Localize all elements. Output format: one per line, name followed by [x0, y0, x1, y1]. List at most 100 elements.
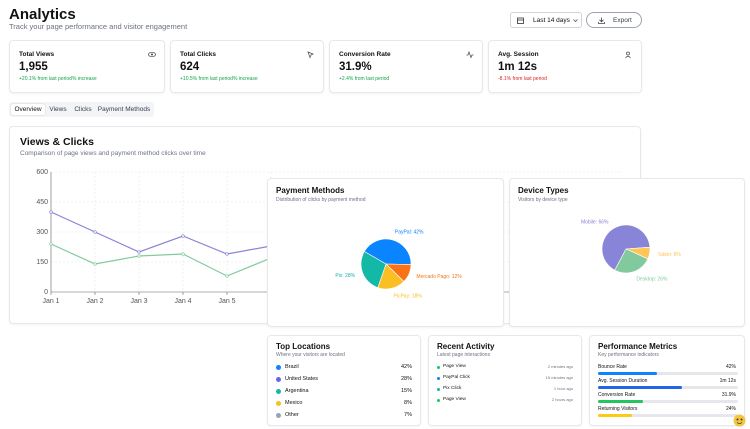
location-value: 8% — [404, 400, 412, 406]
x-tick-label: Jan 4 — [174, 298, 191, 305]
pie-label: Desktop: 26% — [636, 277, 668, 283]
metric-bar — [598, 414, 632, 417]
stat-icon — [466, 51, 474, 59]
page-title: Analytics — [9, 6, 76, 23]
pie-label: PicPay: 18% — [394, 293, 423, 299]
x-tick-label: Jan 3 — [130, 298, 147, 305]
activity-event: PayPal Click — [443, 375, 470, 380]
location-value: 7% — [404, 412, 412, 418]
date-range-button[interactable]: Last 14 days — [510, 12, 582, 28]
date-range-label: Last 14 days — [533, 17, 570, 24]
x-tick-label: Jan 2 — [86, 298, 103, 305]
stat-card: Total Views 1,955 +20.1% from last period%… — [9, 40, 165, 93]
metric-value: 42% — [725, 364, 736, 370]
recent-activity-card: Recent Activity Latest page interactions… — [428, 335, 582, 426]
card-title: Device Types — [518, 186, 569, 195]
line-point — [93, 230, 97, 234]
pie-chart: Mobile: 66% Tablet: 8% Desktop: 26% — [581, 220, 682, 283]
location-value: 42% — [400, 364, 412, 370]
stat-value: 1m 12s — [498, 61, 538, 73]
pie-label: Mobile: 66% — [581, 220, 609, 226]
location-dot — [276, 365, 281, 370]
location-value: 28% — [400, 376, 412, 382]
pie-chart: PayPal: 42% Mercado Pago: 12% PicPay: 18% P… — [335, 230, 462, 300]
top-locations-card: Top Locations Where your visitors are lo… — [267, 335, 421, 426]
tab[interactable]: Payment Methods — [97, 106, 151, 113]
activity-time: 15 minutes ago — [545, 375, 573, 380]
pie-slice — [601, 224, 651, 271]
location-name: Other — [285, 412, 299, 418]
stat-icon — [307, 51, 314, 59]
stat-label: Conversion Rate — [339, 51, 391, 58]
export-label: Export — [613, 17, 632, 24]
pie-label: Mercado Pago: 12% — [416, 274, 462, 280]
y-tick-label: 150 — [36, 259, 48, 266]
card-subtitle: Where your visitors are located — [276, 352, 345, 358]
activity-event: Page View — [443, 364, 466, 369]
metric-name: Returning Visitors — [598, 406, 638, 412]
line-point — [137, 254, 141, 258]
stat-card: Avg. Session 1m 12s -8.1% from last period — [488, 40, 642, 93]
stat-change: +10.5% from last period% increase — [180, 76, 258, 82]
activity-time: 2 hours ago — [551, 397, 573, 402]
line-series — [50, 243, 272, 277]
location-name: United States — [285, 376, 319, 382]
stat-value: 1,955 — [19, 61, 48, 73]
card-subtitle: Latest page interactions — [437, 352, 491, 358]
export-button[interactable]: Export — [586, 12, 642, 28]
metric-value: 1m 12s — [719, 378, 736, 384]
tab[interactable]: Clicks — [74, 106, 92, 113]
location-name: Brazil — [285, 364, 299, 370]
metric-name: Avg. Session Duration — [598, 378, 648, 384]
stat-value: 624 — [180, 61, 200, 73]
card-title: Performance Metrics — [598, 342, 678, 351]
card-title: Payment Methods — [276, 186, 345, 195]
line-point — [49, 210, 53, 214]
card-title: Recent Activity — [437, 342, 495, 351]
metric-bar — [598, 400, 643, 403]
metric-name: Conversion Rate — [598, 392, 636, 398]
activity-dot — [437, 398, 440, 402]
activity-time: 2 minutes ago — [547, 364, 573, 369]
stat-value: 31.9% — [339, 61, 372, 73]
activity-time: 1 hour ago — [553, 386, 573, 391]
stat-change: +20.1% from last period% increase — [19, 76, 97, 82]
location-value: 15% — [400, 388, 412, 394]
metric-bar — [598, 386, 682, 389]
card-subtitle: Comparison of page views and payment met… — [20, 150, 206, 157]
metric-value: 31.9% — [721, 392, 736, 398]
device-types-card: Device Types Visitors by device type Mob… — [509, 178, 745, 327]
card-title: Top Locations — [276, 342, 331, 351]
y-tick-label: 450 — [36, 199, 48, 206]
card-subtitle: Visitors by device type — [518, 197, 568, 203]
stat-card: Conversion Rate 31.9% +2.4% from last peri… — [329, 40, 483, 93]
stat-card: Total Clicks 624 +10.5% from last period% … — [170, 40, 324, 93]
y-tick-label: 300 — [36, 229, 48, 236]
location-dot — [276, 389, 281, 394]
line-point — [137, 250, 141, 254]
location-dot — [276, 401, 281, 406]
stat-change: -8.1% from last period — [498, 76, 547, 82]
stat-icon — [625, 51, 631, 59]
card-title: Views & Clicks — [20, 136, 94, 148]
activity-dot — [437, 387, 440, 391]
chevron-icon — [573, 19, 578, 23]
stat-icon — [148, 51, 156, 58]
stat-change: +2.4% from last period — [339, 76, 390, 82]
activity-event: Pix Click — [443, 386, 462, 391]
location-dot — [276, 413, 281, 418]
stat-label: Total Clicks — [180, 51, 217, 58]
pie-label: Pix: 28% — [335, 273, 355, 279]
assistant-icon[interactable] — [733, 414, 746, 427]
line-point — [181, 234, 185, 238]
line-point — [93, 262, 97, 266]
tab[interactable]: Overview — [11, 104, 45, 115]
stat-label: Total Views — [19, 51, 55, 58]
pie-label: Tablet: 8% — [658, 252, 682, 258]
line-point — [181, 252, 185, 256]
card-subtitle: Distribution of clicks by payment method — [276, 197, 366, 203]
card-subtitle: Key performance indicators — [598, 352, 659, 358]
tab[interactable]: Views — [49, 106, 67, 113]
line-series — [50, 211, 272, 255]
